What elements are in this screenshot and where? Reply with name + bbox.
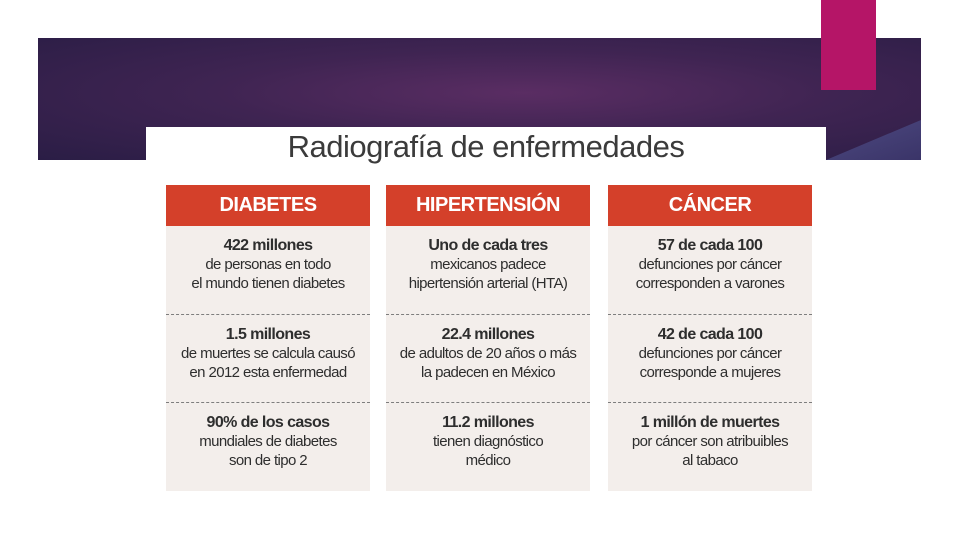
stat-text: corresponden a varones [635, 275, 785, 292]
stat-text: en 2012 esta enfermedad [189, 364, 347, 381]
accent-tab [821, 0, 876, 90]
column-header: CÁNCER [608, 185, 812, 226]
stat-text: la padecen en México [421, 364, 556, 381]
stat-headline: 1.5 millones [225, 326, 311, 343]
stat-cell: 422 millones de personas en todo el mund… [166, 226, 370, 314]
stat-text: tienen diagnóstico [432, 433, 544, 450]
infographic-title: Radiografía de enfermedades [287, 129, 685, 164]
stat-text: de muertes se calcula causó [181, 345, 356, 362]
stat-text: corresponde a mujeres [639, 364, 781, 381]
stat-text: defunciones por cáncer [638, 256, 782, 273]
column-cancer: CÁNCER 57 de cada 100 defunciones por cá… [608, 185, 812, 491]
stat-headline: 1 millón de muertes [640, 414, 780, 431]
stat-cell: 42 de cada 100 defunciones por cáncer co… [608, 314, 812, 402]
column-header: DIABETES [166, 185, 370, 226]
stat-text: por cáncer son atribuibles [631, 433, 789, 450]
stat-text: defunciones por cáncer [638, 345, 782, 362]
stat-text: son de tipo 2 [228, 452, 308, 469]
stat-text: de personas en todo [205, 256, 331, 273]
stat-text: hipertensión arterial (HTA) [408, 275, 568, 292]
stat-cell: 11.2 millones tienen diagnóstico médico [386, 402, 590, 490]
stat-text: el mundo tienen diabetes [191, 275, 345, 292]
stat-text: mundiales de diabetes [199, 433, 337, 450]
stat-cell: 1.5 millones de muertes se calcula causó… [166, 314, 370, 402]
stat-headline: 57 de cada 100 [657, 237, 763, 254]
stat-headline: Uno de cada tres [428, 237, 548, 254]
stat-cell: 90% de los casos mundiales de diabetes s… [166, 402, 370, 490]
column-diabetes: DIABETES 422 millones de personas en tod… [166, 185, 370, 491]
infographic: Radiografía de enfermedades DIABETES 422… [146, 127, 826, 495]
column-hipertension: HIPERTENSIÓN Uno de cada tres mexicanos … [386, 185, 590, 491]
stat-cell: Uno de cada tres mexicanos padece hipert… [386, 226, 590, 314]
stat-headline: 422 millones [223, 237, 313, 254]
stat-cell: 1 millón de muertes por cáncer son atrib… [608, 402, 812, 490]
stat-text: de adultos de 20 años o más [399, 345, 577, 362]
stat-cell: 57 de cada 100 defunciones por cáncer co… [608, 226, 812, 314]
column-header: HIPERTENSIÓN [386, 185, 590, 226]
stat-text: al tabaco [682, 452, 738, 469]
stat-headline: 90% de los casos [206, 414, 331, 431]
stat-headline: 11.2 millones [442, 414, 534, 431]
stat-text: médico [465, 452, 511, 469]
stat-headline: 22.4 millones [441, 326, 535, 343]
stat-text: mexicanos padece [430, 256, 546, 273]
stat-cell: 22.4 millones de adultos de 20 años o má… [386, 314, 590, 402]
stat-headline: 42 de cada 100 [657, 326, 763, 343]
